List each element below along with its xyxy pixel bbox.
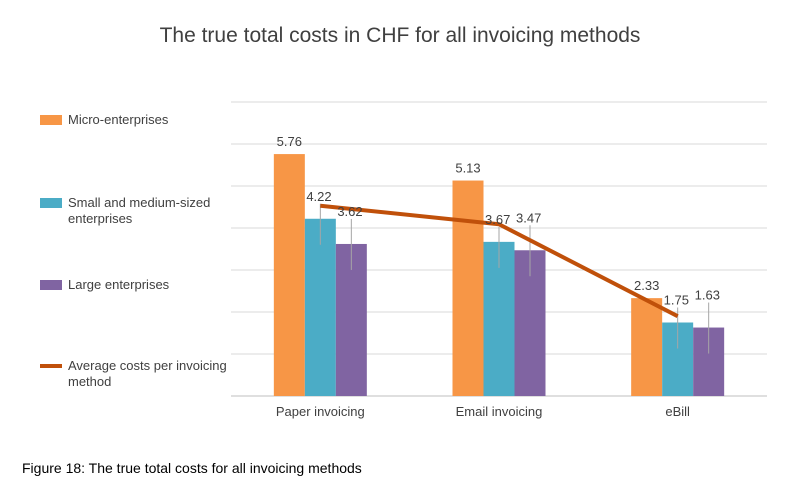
x-tick-label: Paper invoicing [276,404,365,419]
legend-item-sme: Small and medium-sized enterprises [40,195,228,227]
bar [631,298,663,396]
average-cost-line [320,203,679,318]
data-label: 3.47 [516,210,541,225]
data-label: 1.63 [695,288,720,303]
data-label: 5.76 [277,134,302,149]
legend-swatch-micro [40,115,62,125]
chart-title: The true total costs in CHF for all invo… [159,24,641,47]
data-label: 3.67 [485,212,510,227]
legend-item-large: Large enterprises [40,277,228,293]
legend-swatch-sme [40,198,62,208]
legend-item-micro: Micro-enterprises [40,112,228,128]
legend-swatch-average [40,364,62,368]
bar [452,180,484,396]
bar [304,218,336,396]
legend-label-large: Large enterprises [68,277,170,292]
legend-label-micro: Micro-enterprises [68,112,169,127]
x-tick-label: Email invoicing [456,404,543,419]
data-label: 1.75 [664,293,689,308]
legend-swatch-large [40,280,62,290]
figure-caption: Figure 18: The true total costs for all … [22,460,362,476]
x-tick-label: eBill [665,404,690,419]
legend-item-average: Average costs per invoicing method [40,358,228,390]
bar [273,154,305,396]
data-label: 3.62 [337,204,362,219]
legend-label-average: Average costs per invoicing method [68,358,227,389]
data-label: 4.22 [306,189,331,204]
legend-label-sme: Small and medium-sized enterprises [68,195,211,226]
data-label: 5.13 [455,161,480,176]
data-label: 2.33 [634,278,659,293]
